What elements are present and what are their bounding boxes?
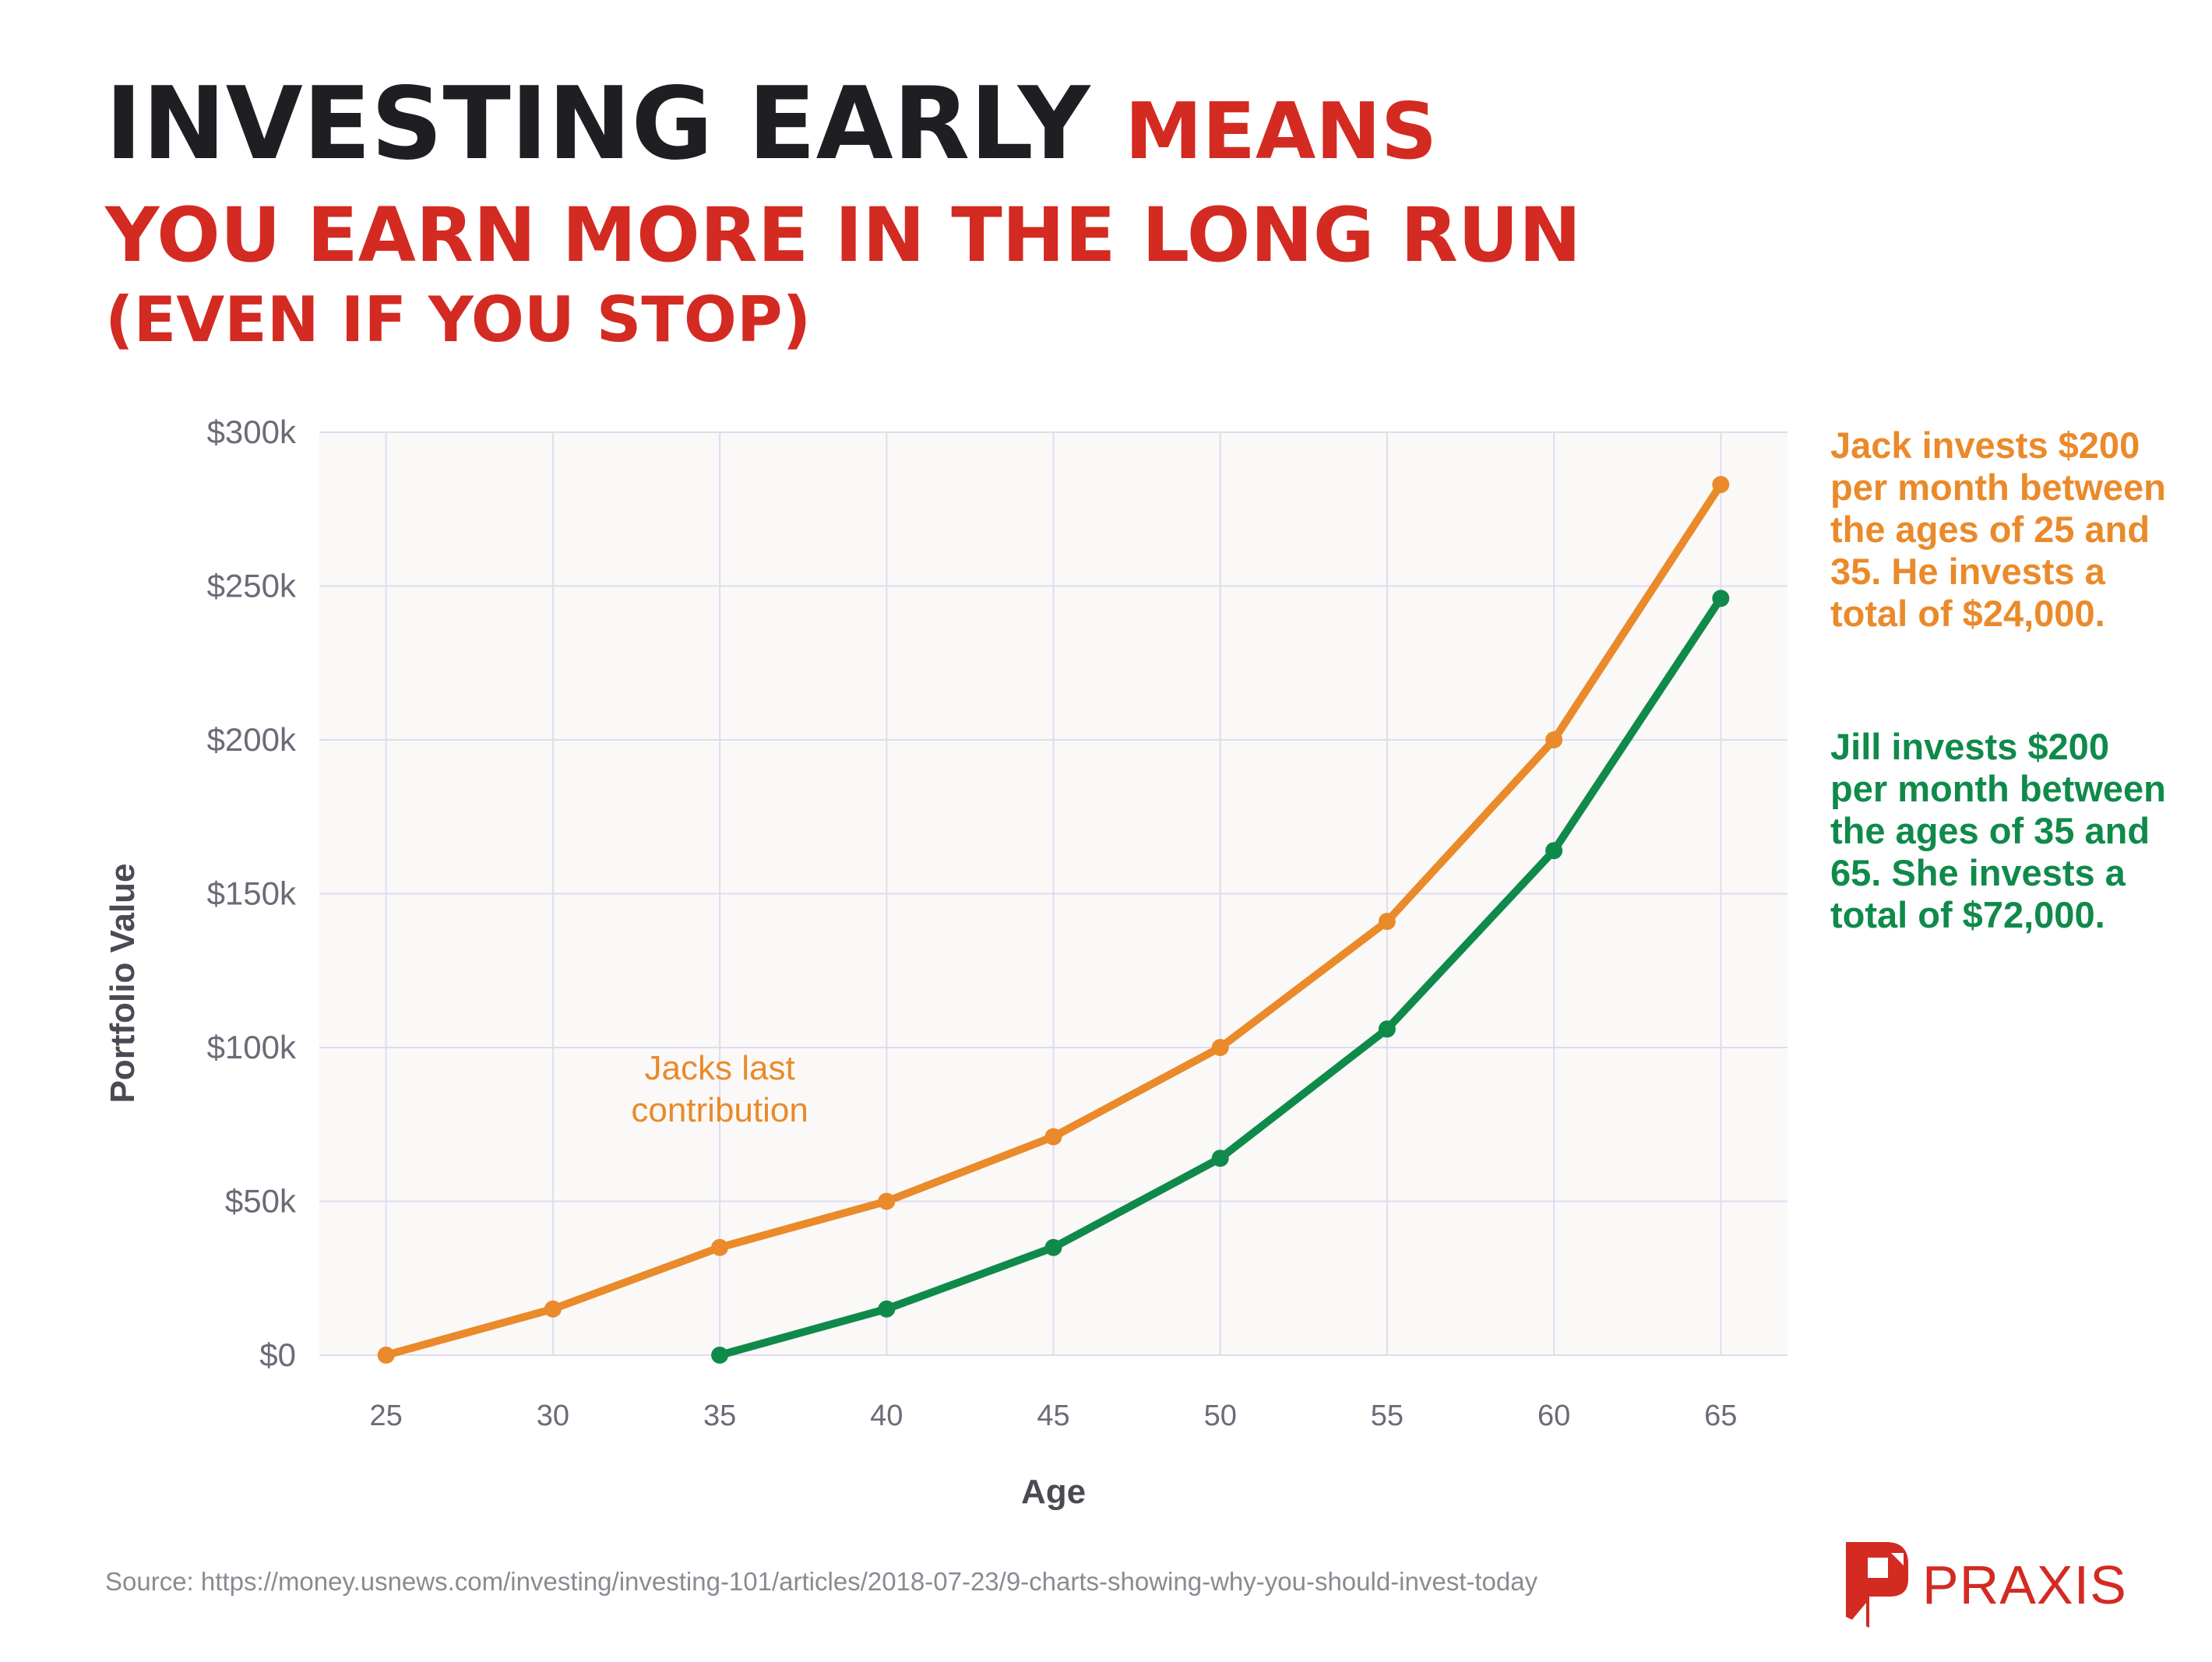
jack-data-point: [711, 1238, 729, 1256]
title-red-text: MEANS: [1125, 86, 1437, 177]
x-axis-ticks: 25 30 35 40 45 50 55 60 65: [370, 1400, 1738, 1432]
gridlines: [319, 431, 1788, 1356]
title-dark-text: INVESTING EARLY: [105, 66, 1090, 182]
jill-data-point: [711, 1347, 729, 1364]
jill-data-point: [1378, 1020, 1396, 1038]
y-tick-label: $300k: [207, 414, 297, 450]
title-line-1: INVESTING EARLY MEANS: [105, 75, 1897, 178]
y-tick-label: $200k: [207, 721, 297, 758]
praxis-wordmark: PRAXIS: [1922, 1555, 2127, 1615]
annotation-jacks-last-contribution: Jacks last contribution: [631, 1049, 808, 1129]
annotation-line-1: Jacks last: [645, 1049, 795, 1087]
jack-data-point: [1378, 913, 1396, 931]
jack-data-point: [1712, 476, 1730, 494]
annotations: Jacks last contribution: [631, 1049, 808, 1129]
jill-data-point: [878, 1300, 896, 1318]
y-tick-label: $150k: [207, 875, 297, 912]
jack-data-point: [544, 1300, 562, 1318]
title-line-3: (EVEN IF YOU STOP): [105, 283, 812, 356]
title-line-2: YOU EARN MORE IN THE LONG RUN: [105, 192, 1582, 279]
jack-data-point: [878, 1192, 896, 1210]
praxis-logo: PRAXIS: [1846, 1542, 2127, 1628]
y-axis-label: Portfolio Value: [104, 863, 142, 1103]
jack-data-point: [1211, 1039, 1229, 1056]
jack-data-point: [377, 1347, 395, 1364]
x-tick-label: 60: [1537, 1400, 1570, 1432]
jack-data-point: [1545, 731, 1563, 748]
x-tick-label: 40: [870, 1400, 903, 1432]
x-tick-label: 65: [1704, 1400, 1737, 1432]
x-tick-label: 50: [1204, 1400, 1237, 1432]
series-group: [377, 476, 1730, 1364]
x-tick-label: 30: [537, 1400, 569, 1432]
jill-data-point: [1211, 1150, 1229, 1167]
x-axis-label: Age: [1021, 1473, 1086, 1511]
y-axis-ticks: $0 $50k $100k $150k $200k $250k $300k: [207, 414, 297, 1373]
jack-data-point: [1044, 1128, 1062, 1146]
source-text[interactable]: Source: https://money.usnews.com/investi…: [105, 1567, 1538, 1596]
jill-data-point: [1545, 842, 1563, 860]
y-tick-label: $100k: [207, 1029, 297, 1065]
x-tick-label: 45: [1037, 1400, 1069, 1432]
jack-note: Jack invests $200 per month between the …: [1830, 424, 2166, 634]
x-tick-label: 55: [1371, 1400, 1404, 1432]
x-tick-label: 25: [370, 1400, 403, 1432]
jill-data-point: [1712, 590, 1730, 607]
chart-title: INVESTING EARLY MEANS YOU EARN MORE IN T…: [105, 75, 1897, 359]
praxis-p-logo-icon: [1846, 1542, 1908, 1628]
jill-note: Jill invests $200 per month between the …: [1830, 726, 2166, 935]
jill-data-point: [1044, 1238, 1062, 1256]
y-tick-label: $0: [259, 1336, 296, 1373]
annotation-line-2: contribution: [631, 1091, 808, 1129]
y-tick-label: $250k: [207, 568, 297, 604]
y-tick-label: $50k: [225, 1183, 297, 1220]
x-tick-label: 35: [703, 1400, 736, 1432]
